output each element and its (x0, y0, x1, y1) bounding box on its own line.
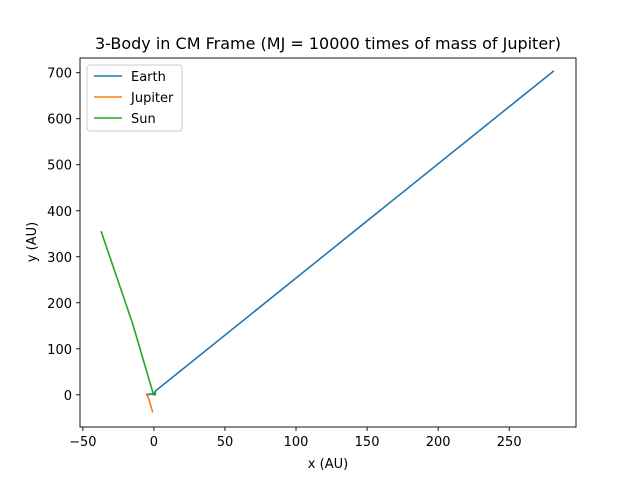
legend-label-sun: Sun (131, 112, 156, 127)
y-tick-label: 400 (47, 205, 72, 220)
chart-title: 3-Body in CM Frame (MJ = 10000 times of … (95, 34, 561, 53)
x-tick-label: −50 (69, 435, 96, 450)
plot-area: −50 0 50 100 150 200 250 0 100 200 300 400 500 600 700 (47, 57, 577, 450)
series-line-earth (145, 70, 555, 396)
legend-label-earth: Earth (131, 70, 166, 85)
plot-frame (79, 57, 577, 428)
x-tick-label: 250 (497, 435, 522, 450)
y-tick-label: 700 (47, 67, 72, 82)
series-line-sun (100, 230, 157, 396)
y-tick-label: 300 (47, 251, 72, 266)
x-tick-label: 100 (284, 435, 309, 450)
x-axis-label: x (AU) (308, 457, 348, 472)
y-tick-label: 200 (47, 297, 72, 312)
x-tick-label: 0 (150, 435, 158, 450)
y-tick-label: 0 (64, 389, 72, 404)
series-line-jupiter (145, 392, 154, 413)
x-tick-label: 200 (426, 435, 451, 450)
y-tick-label: 600 (47, 113, 72, 128)
x-tick-label: 50 (217, 435, 234, 450)
y-axis-label: y (AU) (25, 222, 40, 262)
legend-label-jupiter: Jupiter (130, 91, 174, 106)
legend-box (86, 64, 183, 132)
legend: Earth Jupiter Sun (86, 64, 183, 132)
x-tick-label: 150 (355, 435, 380, 450)
y-tick-label: 500 (47, 159, 72, 174)
y-tick-label: 100 (47, 343, 72, 358)
